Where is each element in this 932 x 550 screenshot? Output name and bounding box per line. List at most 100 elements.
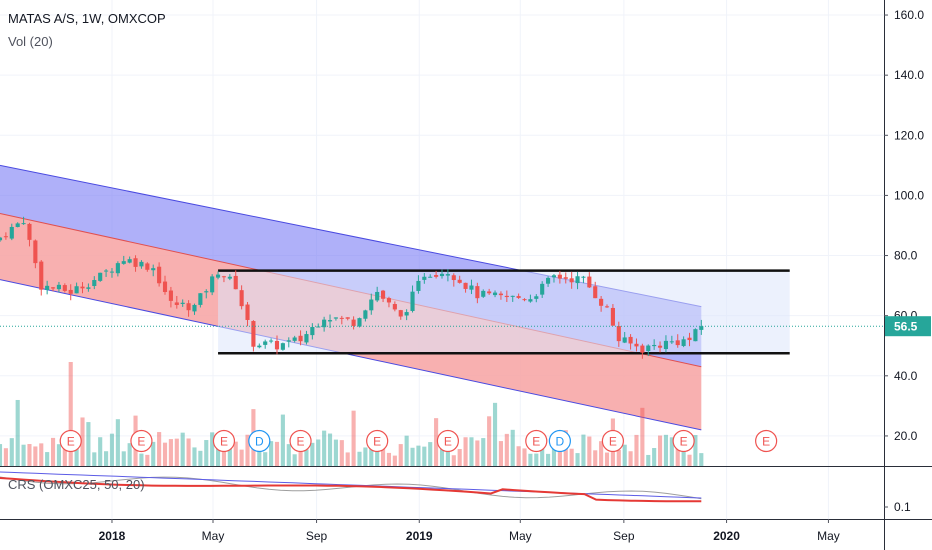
candle-body: [587, 276, 592, 288]
volume-bar: [292, 454, 297, 466]
time-axis-label: Sep: [306, 529, 328, 543]
dividend-marker[interactable]: D: [248, 429, 271, 453]
earnings-marker[interactable]: E: [289, 429, 312, 453]
volume-bar: [121, 451, 126, 466]
candle-body: [439, 273, 445, 277]
earnings-marker[interactable]: E: [436, 429, 459, 453]
price-axis-label: 20.0: [894, 429, 918, 443]
volume-bar: [681, 442, 686, 466]
price-axis-label: 100.0: [894, 188, 924, 202]
time-axis-label: Sep: [613, 529, 635, 543]
candle-body: [56, 284, 61, 290]
candle-body: [504, 295, 509, 298]
volume-bar: [398, 444, 403, 466]
candle-body: [239, 290, 244, 307]
volume-bar: [663, 434, 669, 466]
volume-bar: [174, 438, 179, 466]
volume-bar: [375, 439, 380, 466]
candle-body: [528, 299, 533, 302]
candle-body: [115, 263, 120, 274]
price-axis-label: 140.0: [894, 68, 924, 82]
candle-body: [316, 326, 321, 328]
volume-bar: [62, 436, 67, 466]
price-axis-label: 120.0: [894, 128, 924, 142]
dividend-marker-circle: [548, 429, 571, 453]
volume-bar: [369, 446, 374, 466]
volume-bar: [534, 453, 539, 466]
volume-bar: [127, 443, 132, 466]
volume-bar: [357, 451, 362, 466]
earnings-marker[interactable]: E: [755, 429, 778, 453]
candle-body: [510, 295, 515, 297]
volume-bar: [327, 433, 333, 466]
earnings-marker[interactable]: E: [366, 429, 389, 453]
candle-body: [481, 290, 486, 297]
candle-body: [398, 310, 403, 317]
volume-bar: [599, 441, 604, 466]
earnings-marker[interactable]: E: [525, 429, 548, 453]
volume-bar: [33, 446, 38, 466]
earnings-marker-label: E: [444, 435, 452, 449]
candle-body: [498, 293, 503, 296]
candle-body: [227, 276, 232, 279]
candle-body: [428, 276, 433, 278]
candle-body: [687, 337, 692, 341]
volume-bar: [162, 442, 168, 466]
volume-bar: [180, 432, 185, 466]
candle-body: [292, 337, 297, 341]
candle-body: [416, 280, 421, 291]
crs-fast-line: [0, 477, 702, 503]
volume-bar: [669, 437, 674, 466]
candle-body: [634, 343, 639, 347]
candle-body: [133, 258, 138, 267]
candle-body: [245, 304, 250, 320]
dividend-marker-label: D: [255, 435, 264, 449]
earnings-marker-circle: [366, 429, 389, 453]
volume-bar: [540, 439, 545, 466]
candle-body: [145, 263, 150, 270]
candle-body: [280, 343, 285, 350]
earnings-marker[interactable]: E: [59, 429, 82, 453]
volume-bar: [646, 454, 651, 466]
time-axis-label: 2020: [713, 529, 740, 543]
crs-axis-label: 0.1: [894, 500, 911, 514]
volume-bar: [381, 444, 386, 466]
earnings-marker[interactable]: E: [601, 429, 625, 453]
earnings-marker[interactable]: E: [130, 429, 153, 453]
candle-body: [92, 280, 97, 287]
candle-body: [404, 312, 409, 316]
candle-body: [109, 271, 115, 273]
volume-bar: [551, 437, 557, 466]
earnings-marker[interactable]: E: [212, 429, 236, 453]
candle-body: [693, 329, 698, 342]
earnings-marker-label: E: [373, 435, 381, 449]
volume-bar: [622, 444, 627, 466]
symbol-title[interactable]: MATAS A/S, 1W, OMXCOP: [8, 11, 166, 26]
volume-bar: [239, 449, 244, 466]
volume-indicator-label[interactable]: Vol (20): [8, 34, 53, 49]
candle-body: [516, 296, 521, 298]
candle-body: [469, 285, 474, 290]
volume-bar: [416, 445, 421, 466]
volume-bar: [74, 447, 79, 466]
crs-layer: [0, 466, 932, 503]
crs-indicator-label[interactable]: CRS (OMXC25, 50, 20): [8, 477, 145, 492]
volume-bar: [575, 453, 580, 466]
volume-bar: [204, 440, 209, 466]
dividend-marker[interactable]: D: [548, 429, 571, 453]
candle-body: [286, 340, 291, 342]
candle-body: [339, 317, 344, 319]
last-price-badge[interactable]: [885, 316, 931, 337]
earnings-marker-circle: [59, 429, 82, 453]
range-box[interactable]: [218, 270, 790, 354]
earnings-marker[interactable]: E: [672, 429, 695, 453]
candle-body: [269, 340, 274, 342]
candle-body: [640, 345, 645, 353]
candle-body: [534, 296, 539, 299]
volume-bar: [404, 435, 409, 466]
volume-bar: [3, 448, 8, 466]
time-axis-label: May: [817, 529, 840, 543]
candle-body: [457, 279, 462, 283]
